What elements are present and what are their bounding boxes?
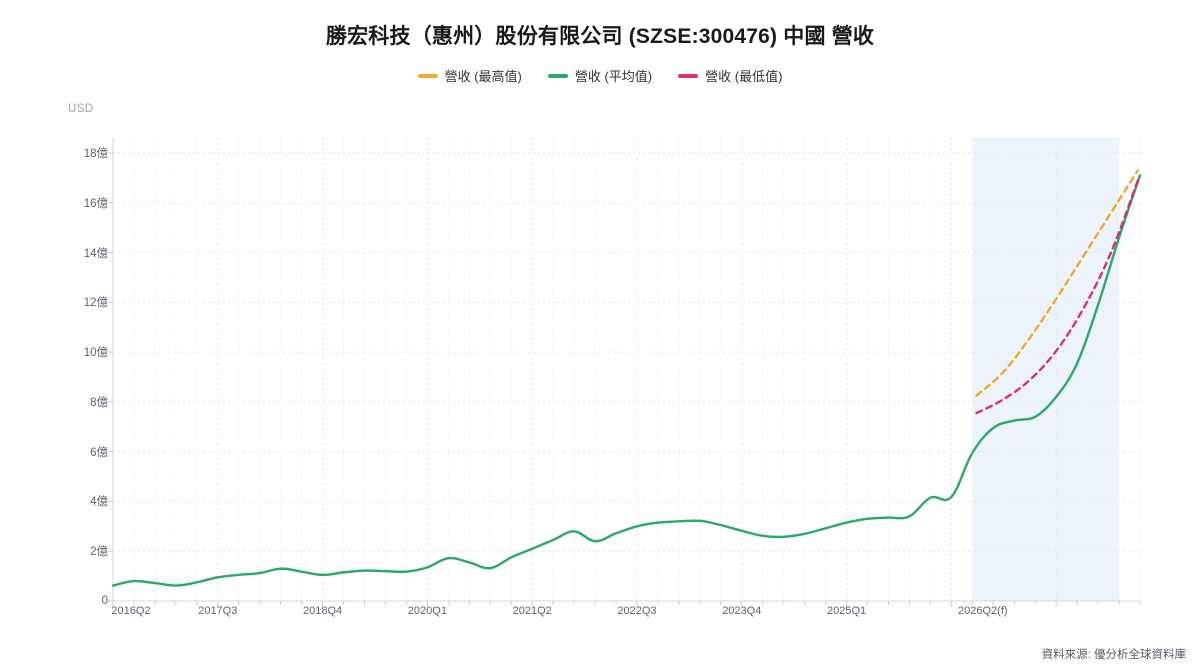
y-axis-tick-label: 2億 [90, 546, 108, 559]
legend-swatch-mean [547, 73, 568, 78]
x-axis-tick-label: 2026Q2(f) [958, 605, 1008, 617]
y-axis-tick-label: 14億 [83, 247, 108, 260]
y-axis-tick-label: 16億 [83, 197, 108, 210]
x-axis-tick-label: 2017Q3 [198, 605, 238, 617]
legend-item-low[interactable]: 營收 (最低值) [678, 66, 782, 85]
series-line-mean [111, 174, 1142, 587]
legend-swatch-low [678, 73, 699, 78]
series-line-high [975, 169, 1140, 397]
page-title: 勝宏科技（惠州）股份有限公司 (SZSE:300476) 中國 營收 [325, 25, 875, 48]
forecast-band [972, 138, 1120, 601]
y-axis-tick-label: 0 [101, 595, 108, 607]
x-axis-tick-label: 2016Q2 [111, 605, 151, 617]
legend-label-mean: 營收 (平均值) [574, 69, 653, 84]
x-axis-tick-label: 2020Q1 [407, 605, 447, 617]
y-axis: 0 2億 4億 6億 8億 10億 12億 14億 16億 18億 [58, 0, 108, 671]
x-axis-tick-label: 2023Q4 [722, 605, 762, 617]
y-axis-unit-label: USD [68, 103, 94, 115]
y-axis-tick-label: 18億 [83, 147, 108, 160]
legend-swatch-high [417, 73, 438, 78]
legend-item-mean[interactable]: 營收 (平均值) [547, 66, 653, 85]
x-axis-tick-label: 2018Q4 [303, 605, 343, 617]
legend-label-high: 營收 (最高值) [444, 69, 522, 84]
series-line-low [975, 179, 1140, 415]
legend-label-low: 營收 (最低值) [705, 69, 783, 84]
x-axis-tick-label: 2025Q1 [826, 605, 867, 617]
x-axis-tick-label: 2021Q2 [512, 605, 552, 617]
x-axis-tick-label: 2022Q3 [617, 605, 657, 617]
y-axis-tick-label: 6億 [90, 446, 108, 459]
y-axis-tick-label: 12億 [83, 297, 108, 310]
y-axis-tick-label: 4億 [90, 496, 108, 509]
y-axis-tick-label: 10億 [83, 347, 108, 360]
chart-legend: 營收 (最高值) 營收 (平均值) 營收 (最低值) [0, 66, 1200, 85]
source-note: 資料來源: 優分析全球資料庫 [1041, 649, 1186, 661]
legend-item-high[interactable]: 營收 (最高值) [417, 66, 522, 85]
y-axis-tick-label: 8億 [90, 396, 108, 409]
